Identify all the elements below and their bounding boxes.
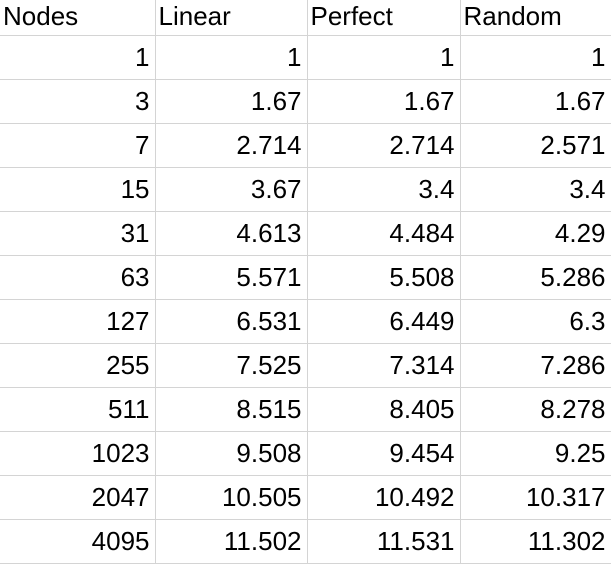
cell-random[interactable]: 2.571 (460, 123, 611, 168)
cell-random[interactable]: 8.278 (460, 387, 611, 432)
cell-perfect[interactable]: 10.492 (307, 475, 461, 520)
cell-linear[interactable]: 4.613 (155, 211, 308, 256)
cell-nodes[interactable]: 63 (0, 255, 156, 300)
table-row: 1023 9.508 9.454 9.25 (0, 431, 611, 476)
cell-perfect[interactable]: 2.714 (307, 123, 461, 168)
table-row: 63 5.571 5.508 5.286 (0, 255, 611, 300)
cell-random[interactable]: 1 (460, 35, 611, 80)
header-row: Nodes Linear Perfect Random (0, 0, 611, 36)
cell-linear[interactable]: 1.67 (155, 79, 308, 124)
cell-nodes[interactable]: 3 (0, 79, 156, 124)
cell-nodes[interactable]: 511 (0, 387, 156, 432)
cell-nodes[interactable]: 15 (0, 167, 156, 212)
cell-nodes[interactable]: 1 (0, 35, 156, 80)
table-row: 3 1.67 1.67 1.67 (0, 79, 611, 124)
cell-random[interactable]: 5.286 (460, 255, 611, 300)
cell-perfect[interactable]: 9.454 (307, 431, 461, 476)
cell-header-random[interactable]: Random (460, 0, 611, 36)
cell-linear[interactable]: 1 (155, 35, 308, 80)
cell-perfect[interactable]: 6.449 (307, 299, 461, 344)
cell-random[interactable]: 1.67 (460, 79, 611, 124)
cell-perfect[interactable]: 11.531 (307, 519, 461, 564)
cell-perfect[interactable]: 1 (307, 35, 461, 80)
cell-linear[interactable]: 8.515 (155, 387, 308, 432)
table-row: 2047 10.505 10.492 10.317 (0, 475, 611, 520)
cell-header-nodes[interactable]: Nodes (0, 0, 156, 36)
table-row: 511 8.515 8.405 8.278 (0, 387, 611, 432)
cell-random[interactable]: 10.317 (460, 475, 611, 520)
table-row: 255 7.525 7.314 7.286 (0, 343, 611, 388)
cell-perfect[interactable]: 8.405 (307, 387, 461, 432)
cell-linear[interactable]: 3.67 (155, 167, 308, 212)
cell-perfect[interactable]: 7.314 (307, 343, 461, 388)
cell-nodes[interactable]: 2047 (0, 475, 156, 520)
cell-nodes[interactable]: 4095 (0, 519, 156, 564)
cell-linear[interactable]: 10.505 (155, 475, 308, 520)
table-row: 1 1 1 1 (0, 35, 611, 80)
table-row: 15 3.67 3.4 3.4 (0, 167, 611, 212)
cell-header-linear[interactable]: Linear (155, 0, 308, 36)
cell-nodes[interactable]: 31 (0, 211, 156, 256)
cell-random[interactable]: 11.302 (460, 519, 611, 564)
cell-linear[interactable]: 5.571 (155, 255, 308, 300)
cell-linear[interactable]: 7.525 (155, 343, 308, 388)
cell-linear[interactable]: 2.714 (155, 123, 308, 168)
table-row: 4095 11.502 11.531 11.302 (0, 519, 611, 564)
cell-nodes[interactable]: 7 (0, 123, 156, 168)
cell-linear[interactable]: 11.502 (155, 519, 308, 564)
table-row: 31 4.613 4.484 4.29 (0, 211, 611, 256)
cell-perfect[interactable]: 1.67 (307, 79, 461, 124)
cell-random[interactable]: 6.3 (460, 299, 611, 344)
cell-nodes[interactable]: 127 (0, 299, 156, 344)
table-row: 127 6.531 6.449 6.3 (0, 299, 611, 344)
cell-linear[interactable]: 9.508 (155, 431, 308, 476)
cell-header-perfect[interactable]: Perfect (307, 0, 461, 36)
cell-random[interactable]: 7.286 (460, 343, 611, 388)
cell-perfect[interactable]: 4.484 (307, 211, 461, 256)
cell-nodes[interactable]: 255 (0, 343, 156, 388)
table-row: 7 2.714 2.714 2.571 (0, 123, 611, 168)
cell-random[interactable]: 4.29 (460, 211, 611, 256)
cell-perfect[interactable]: 5.508 (307, 255, 461, 300)
cell-nodes[interactable]: 1023 (0, 431, 156, 476)
cell-random[interactable]: 3.4 (460, 167, 611, 212)
cell-perfect[interactable]: 3.4 (307, 167, 461, 212)
cell-linear[interactable]: 6.531 (155, 299, 308, 344)
cell-random[interactable]: 9.25 (460, 431, 611, 476)
